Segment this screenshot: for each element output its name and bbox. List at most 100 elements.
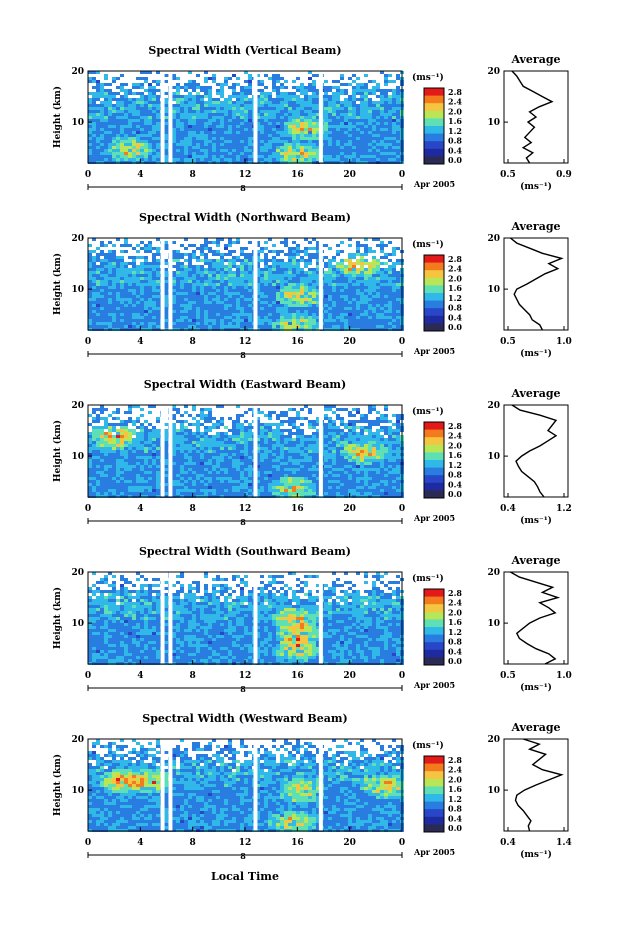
colorbar-swatch [424, 148, 444, 157]
colorbar-tick-label: 0.4 [448, 145, 462, 155]
day-label: 8 [240, 851, 246, 861]
data-gap [168, 739, 173, 831]
avg-x-tick-label: 0.4 [500, 838, 516, 848]
colorbar-swatch [424, 801, 444, 810]
x-tick-label: 12 [239, 671, 252, 681]
colorbar-tick-label: 2.4 [448, 264, 462, 274]
colorbar-swatch [424, 110, 444, 119]
colorbar-swatch [424, 756, 444, 765]
avg-x-tick-label: 1.2 [556, 504, 572, 514]
avg-y-tick-label: 20 [487, 735, 500, 745]
avg-x-tick-label: 0.4 [500, 504, 516, 514]
colorbar-swatch [424, 422, 444, 431]
heatmap [88, 238, 404, 331]
y-tick-label: 20 [71, 67, 84, 77]
colorbar-tick-label: 2.8 [448, 254, 462, 264]
panel-4: Spectral Width (Southward Beam) 0 4 8 12 16 20… [52, 545, 572, 694]
panel-title: Spectral Width (Vertical Beam) [148, 44, 341, 57]
date-label: Apr 2005 [413, 179, 455, 189]
colorbar-tick-label: 2.8 [448, 421, 462, 431]
colorbar-frame [423, 87, 445, 165]
day-label: 8 [240, 517, 246, 527]
colorbar-swatch [424, 285, 444, 294]
panel-1: Spectral Width (Vertical Beam) 0 4 8 12 16 20 0… [52, 44, 572, 193]
data-gap [160, 405, 165, 497]
y-axis-label: Height (km) [52, 86, 63, 148]
colorbar-swatch [424, 786, 444, 795]
colorbar-swatch [424, 771, 444, 780]
colorbar-swatch [424, 794, 444, 803]
colorbar-swatch [424, 634, 444, 643]
y-tick-label: 10 [71, 786, 84, 796]
data-gap [318, 739, 323, 831]
x-tick-label: 0 [85, 671, 91, 681]
colorbar-tick-label: 1.6 [448, 116, 462, 126]
colorbar-unit: (ms⁻¹) [412, 740, 444, 751]
colorbar-tick-label: 0.4 [448, 312, 462, 322]
colorbar-swatch [424, 444, 444, 453]
average-line [510, 571, 561, 665]
colorbar-swatch [424, 315, 444, 324]
colorbar-tick-label: 0.0 [448, 823, 462, 833]
heatmap [88, 739, 404, 832]
colorbar-swatch [424, 649, 444, 658]
colorbar-swatch [424, 604, 444, 613]
y-tick-label: 10 [71, 619, 84, 629]
data-gap [168, 71, 173, 163]
data-gap [253, 405, 258, 497]
colorbar-swatch [424, 293, 444, 302]
colorbar-swatch [424, 308, 444, 317]
colorbar-swatch [424, 156, 444, 165]
colorbar-swatch [424, 778, 444, 787]
colorbar-swatch [424, 118, 444, 127]
x-tick-label: 0 [85, 170, 91, 180]
colorbar-tick-label: 2.0 [448, 440, 462, 450]
y-tick-label: 10 [71, 118, 84, 128]
colorbar-swatch [424, 809, 444, 818]
avg-y-tick-label: 10 [487, 285, 500, 295]
x-tick-label: 20 [343, 671, 356, 681]
colorbar-tick-label: 1.6 [448, 283, 462, 293]
colorbar-frame [423, 421, 445, 499]
colorbar-swatch [424, 596, 444, 605]
colorbar-tick-label: 0.8 [448, 637, 462, 647]
heatmap [88, 71, 404, 164]
average-title: Average [510, 53, 560, 66]
x-tick-label: 4 [137, 671, 143, 681]
average-line [514, 738, 564, 832]
colorbar-swatch [424, 133, 444, 142]
avg-x-label: (ms⁻¹) [520, 849, 552, 860]
average-title: Average [510, 554, 560, 567]
colorbar-swatch [424, 657, 444, 666]
colorbar-swatch [424, 642, 444, 651]
average-profile: Average 20 10 0.4 1.4 (ms⁻¹) [487, 721, 571, 860]
panel-title: Spectral Width (Eastward Beam) [144, 378, 346, 391]
data-gap [253, 739, 258, 831]
panel-title: Spectral Width (Northward Beam) [139, 211, 351, 224]
data-gap [160, 739, 165, 831]
avg-x-tick-label: 0.5 [500, 671, 516, 681]
colorbar-tick-label: 2.0 [448, 273, 462, 283]
colorbar-tick-label: 2.0 [448, 774, 462, 784]
colorbar-tick-label: 0.0 [448, 489, 462, 499]
colorbar: (ms⁻¹) 2.82.42.01.61.20.80.40.0 [412, 239, 462, 332]
heatmap [88, 405, 404, 498]
x-tick-label: 12 [239, 337, 252, 347]
x-tick-label: 0 [85, 838, 91, 848]
avg-x-label: (ms⁻¹) [520, 181, 552, 192]
colorbar-tick-label: 0.8 [448, 470, 462, 480]
colorbar-swatch [424, 126, 444, 135]
y-axis-label: Height (km) [52, 253, 63, 315]
x-tick-label: 12 [239, 838, 252, 848]
day-label: 8 [240, 350, 246, 360]
y-axis-label: Height (km) [52, 754, 63, 816]
x-tick-label: 20 [343, 838, 356, 848]
colorbar-tick-label: 0.4 [448, 646, 462, 656]
data-gap [318, 71, 323, 163]
date-label: Apr 2005 [413, 847, 455, 857]
data-gap [318, 572, 323, 664]
average-line [509, 237, 564, 331]
colorbar: (ms⁻¹) 2.82.42.01.61.20.80.40.0 [412, 573, 462, 666]
panel-title: Spectral Width (Westward Beam) [142, 712, 347, 725]
avg-x-tick-label: 0.5 [500, 170, 516, 180]
